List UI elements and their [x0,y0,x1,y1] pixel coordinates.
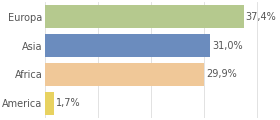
Bar [45,92,54,115]
Bar [45,63,204,86]
Text: 29,9%: 29,9% [206,69,237,79]
Text: 31,0%: 31,0% [212,41,242,51]
Bar [45,34,210,57]
Bar [45,5,244,28]
Text: 1,7%: 1,7% [56,98,81,108]
Text: 37,4%: 37,4% [246,12,277,22]
